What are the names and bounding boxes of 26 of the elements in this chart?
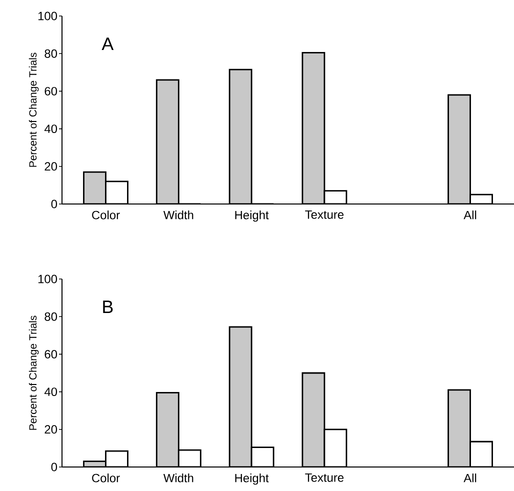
- x-tick-label: Height: [235, 210, 269, 222]
- y-tick-label: 80: [44, 49, 58, 58]
- x-tick-label: Texture: [305, 210, 344, 219]
- y-tick-label: 60: [44, 350, 58, 358]
- x-tick-label: All: [464, 474, 476, 482]
- x-tick-label: Width: [163, 210, 194, 220]
- x-tick-label: Color: [92, 210, 120, 220]
- x-tick-label: All: [464, 210, 476, 220]
- y-axis-title: Percent of Change Trials: [28, 316, 39, 430]
- y-tick-label: 100: [38, 12, 58, 20]
- y-tick-label: 40: [44, 388, 58, 396]
- y-tick-label: 20: [44, 162, 58, 171]
- y-tick-label: 60: [44, 86, 58, 96]
- y-tick-label: 20: [44, 425, 58, 434]
- y-tick-label: 40: [44, 124, 58, 134]
- text: A: [102, 38, 114, 50]
- y-tick-label: 0: [51, 200, 58, 208]
- x-tick-label: Color: [92, 474, 120, 482]
- x-tick-label: Texture: [305, 474, 344, 482]
- y-tick-label: 100: [38, 274, 58, 284]
- y-axis-title: Percent of Change Trials: [28, 52, 39, 167]
- x-tick-label: Height: [235, 474, 269, 485]
- y-tick-label: 0: [51, 462, 58, 472]
- x-tick-label: Width: [163, 474, 194, 482]
- text: B: [103, 300, 113, 314]
- y-tick-label: 80: [44, 312, 58, 321]
